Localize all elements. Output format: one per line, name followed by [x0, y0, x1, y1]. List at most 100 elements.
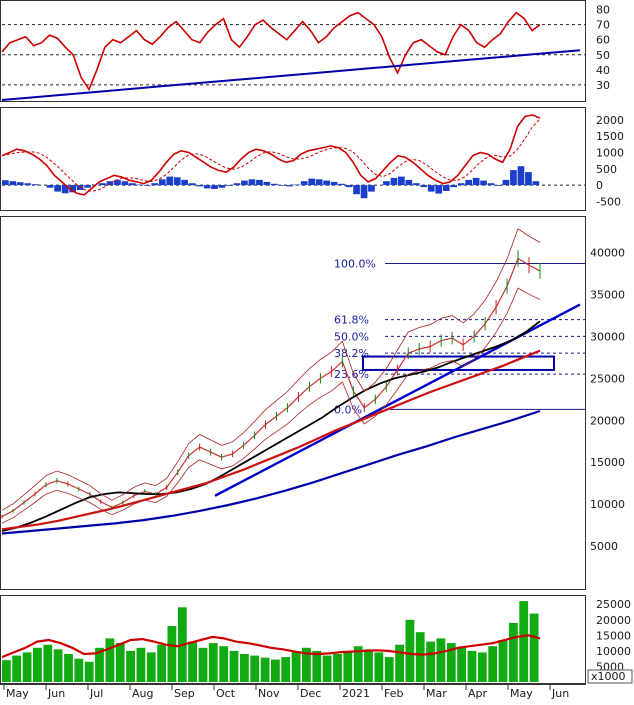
fib-level-label: 0.0%	[334, 403, 362, 416]
macd-histogram-bar	[300, 181, 308, 186]
volume-bar	[436, 638, 446, 682]
volume-bar	[509, 622, 518, 682]
macd-histogram-bar	[121, 181, 129, 186]
macd-histogram-bar	[256, 179, 263, 186]
price-plot: 100.0%61.8%50.0%38.2%23.6%0.0%4000035000…	[1, 228, 625, 553]
macd-histogram-bar	[106, 181, 114, 186]
volume-bar	[457, 647, 466, 682]
volume-bar	[529, 613, 539, 682]
volume-tick-label: 25000	[596, 598, 631, 611]
macd-histogram-bar	[360, 185, 368, 199]
month-label: May	[6, 687, 29, 700]
volume-bar	[12, 655, 22, 682]
volume-bar	[188, 641, 197, 682]
volume-bar	[167, 626, 177, 682]
price-tick-label: 25000	[590, 372, 625, 385]
month-label: Nov	[258, 687, 280, 700]
month-label: Jun	[47, 687, 65, 700]
volume-bar	[157, 644, 166, 682]
volume-bar	[467, 650, 477, 682]
month-label: Apr	[468, 687, 488, 700]
rsi-trendline	[1, 49, 581, 101]
macd-histogram-bar	[99, 183, 106, 186]
macd-histogram-bar	[308, 178, 316, 186]
volume-bar	[302, 647, 311, 682]
volume-tick-label: 20000	[596, 614, 631, 627]
volume-bar	[519, 601, 529, 682]
macd-histogram-bar	[525, 172, 532, 186]
macd-histogram-bar	[345, 185, 353, 188]
macd-tick-label: 1500	[596, 130, 624, 143]
volume-bar	[333, 654, 342, 682]
volume-bar	[405, 619, 415, 682]
macd-histogram-bar	[218, 185, 226, 188]
axis-labels: May Jun Jul Aug Sep Oct Nov Dec 2021 Feb Mar Apr May…	[3, 684, 569, 700]
rsi-tick-label: 80	[596, 4, 610, 17]
macd-histogram-bar	[84, 185, 91, 188]
volume-bar	[384, 657, 394, 682]
macd-histogram-bar	[173, 177, 181, 186]
macd-histogram-bar	[248, 179, 256, 186]
macd-histogram-bar	[54, 185, 61, 192]
macd-histogram-bar	[480, 180, 487, 186]
upper-band-line	[1, 228, 541, 511]
rsi-panel	[0, 0, 586, 102]
price-tick-label: 5000	[590, 540, 618, 553]
macd-histogram-bar	[532, 181, 540, 186]
volume-bar	[353, 646, 363, 682]
macd-histogram-bar	[226, 185, 233, 186]
volume-bar	[43, 644, 53, 682]
rsi-tick-label: 40	[596, 64, 610, 77]
macd-histogram-bar	[517, 166, 525, 186]
fib-level-label: 100.0%	[334, 257, 376, 270]
macd-tick-label: 0	[596, 179, 603, 192]
macd-histogram-bar	[450, 185, 457, 188]
macd-line	[1, 114, 541, 196]
month-label: Dec	[300, 687, 321, 700]
macd-histogram-bar	[405, 179, 413, 186]
month-label: Jul	[89, 687, 103, 700]
volume-tick-label: 15000	[596, 629, 631, 642]
macd-histogram-bar	[144, 185, 151, 186]
macd-histogram-bar	[181, 179, 188, 186]
volume-bar	[426, 641, 435, 682]
macd-histogram-bar	[330, 181, 338, 186]
volume-bar	[343, 650, 353, 682]
volume-bar	[219, 646, 229, 682]
macd-histogram-bar	[293, 184, 301, 186]
macd-histogram-bar	[487, 183, 495, 186]
month-label: Mar	[426, 687, 447, 700]
volume-panel	[0, 595, 586, 684]
month-label: Sep	[174, 687, 195, 700]
rsi-line	[1, 11, 541, 92]
macd-tick-label: 1000	[596, 146, 624, 159]
price-panel	[0, 216, 586, 590]
macd-histogram-bar	[413, 183, 420, 186]
macd-histogram-bar	[383, 181, 390, 186]
macd-histogram-bar	[338, 183, 345, 186]
macd-tick-label: -500	[596, 195, 621, 208]
volume-bar	[74, 658, 84, 682]
macd-histogram-bar	[315, 179, 323, 186]
volume-bar	[446, 643, 456, 682]
volume-bar	[22, 652, 32, 682]
macd-histogram-bar	[211, 185, 218, 189]
macd-histogram-bar	[390, 177, 398, 186]
volume-bar	[395, 644, 404, 682]
macd-histogram-bar	[9, 181, 17, 186]
volume-bar	[374, 652, 384, 682]
macd-tick-label: 2000	[596, 114, 624, 127]
ma100-line	[1, 349, 541, 531]
macd-histogram-bar	[368, 185, 375, 192]
volume-bar	[260, 657, 270, 682]
volume-bar	[105, 638, 115, 682]
fib-level-label: 50.0%	[334, 330, 369, 343]
volume-bar	[477, 652, 487, 682]
macd-histogram-bar	[435, 185, 443, 194]
volume-bar	[64, 654, 73, 682]
macd-histogram-bar	[285, 185, 293, 187]
volume-bar	[229, 650, 239, 682]
